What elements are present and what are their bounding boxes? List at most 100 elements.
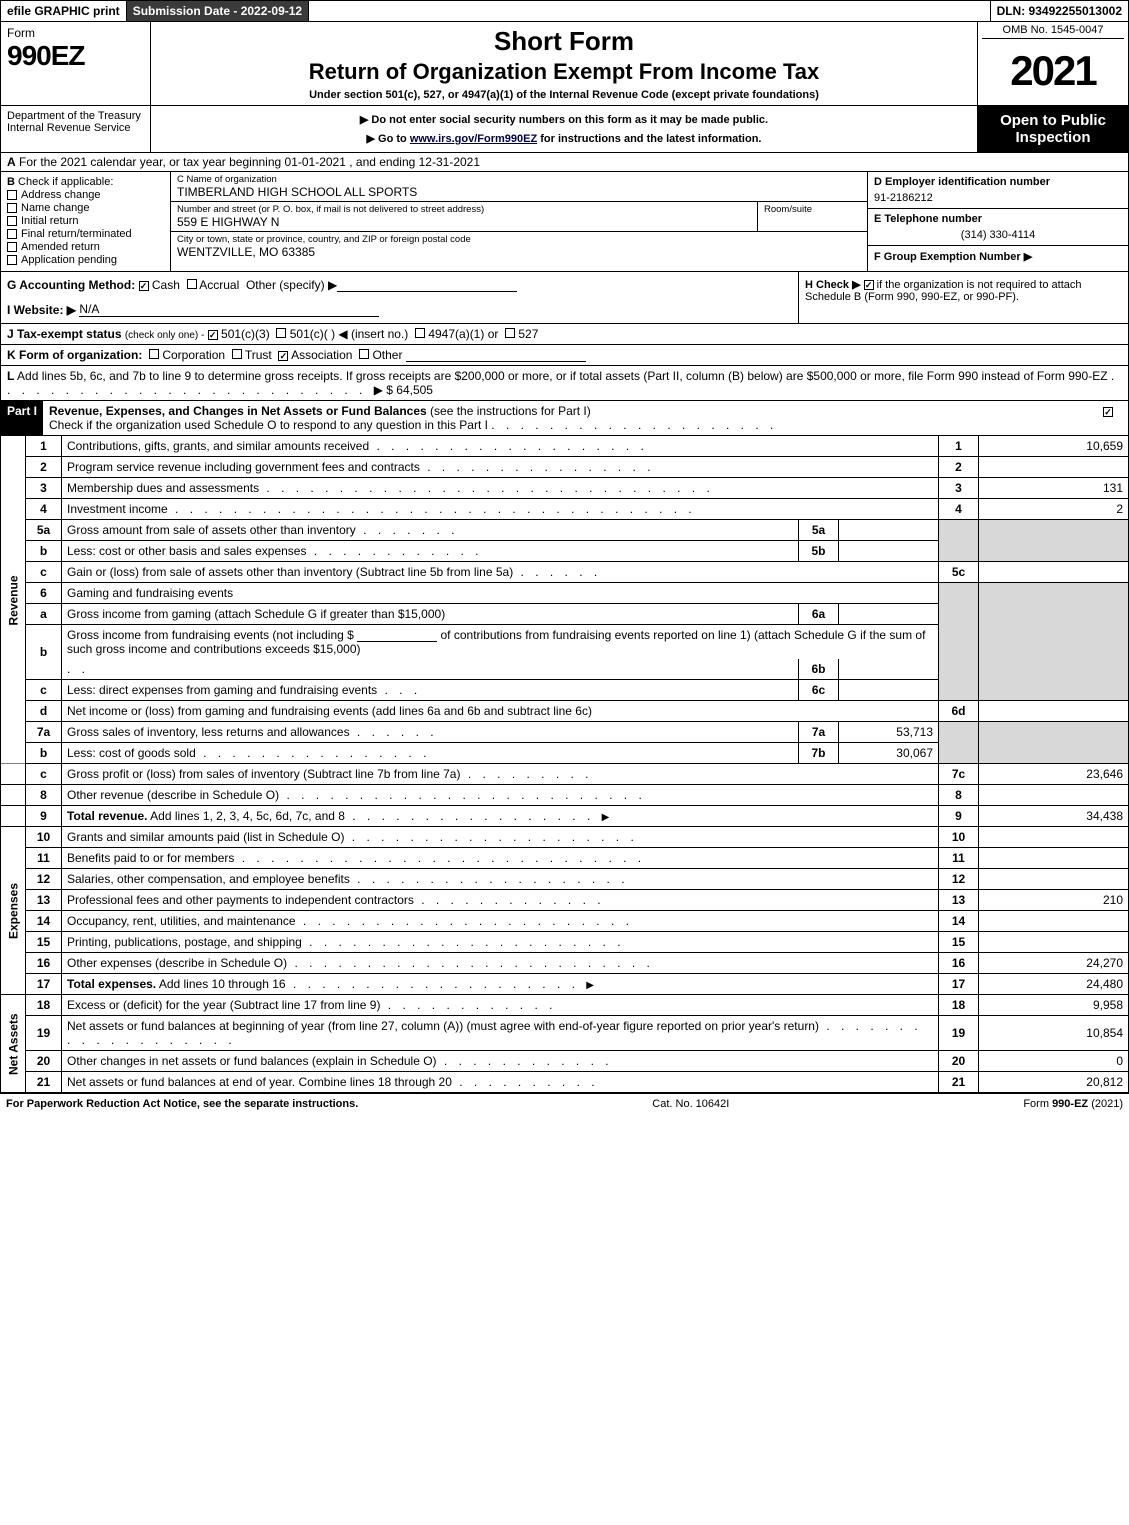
line-amount: 23,646 — [979, 764, 1129, 785]
line-amount — [979, 869, 1129, 890]
line-ref: 6d — [939, 701, 979, 722]
line-desc: Total revenue. Total revenue. Add lines … — [62, 806, 939, 827]
line-no: 2 — [26, 457, 62, 478]
org-name-label: C Name of organization — [177, 174, 861, 185]
line-no: 12 — [26, 869, 62, 890]
checkbox-initial-return[interactable]: Initial return — [7, 215, 164, 227]
website-value: N/A — [79, 302, 379, 317]
dots: . . . . . . . . . . . . . . . . . . . — [350, 872, 629, 886]
warn2-prefix: ▶ Go to — [367, 133, 410, 145]
dots: . . . . . . . . . — [460, 767, 592, 781]
section-g-label: G Accounting Method: — [7, 278, 135, 292]
line-11: 11 Benefits paid to or for members . . .… — [1, 848, 1129, 869]
footer-right-bold: 990-EZ — [1052, 1098, 1088, 1110]
dots: . . . . . . . . . . . . . . . . . . . . … — [279, 788, 646, 802]
checkbox-4947[interactable] — [415, 328, 425, 338]
checkbox-501c3[interactable] — [208, 330, 218, 340]
form-id-cell: Form 990EZ — [1, 22, 151, 105]
line-no: 3 — [26, 478, 62, 499]
part-1-title-bold: Revenue, Expenses, and Changes in Net As… — [49, 404, 427, 418]
checkbox-schedule-o[interactable] — [1103, 407, 1113, 417]
desc-text: Other expenses (describe in Schedule O) — [67, 956, 287, 970]
line-desc: Net income or (loss) from gaming and fun… — [62, 701, 939, 722]
subline-no: 6c — [799, 680, 839, 701]
line-no: b — [26, 625, 62, 680]
line-amount: 24,480 — [979, 974, 1129, 995]
checkbox-application-pending[interactable]: Application pending — [7, 254, 164, 266]
opt-corporation: Corporation — [162, 348, 225, 362]
checkbox-association[interactable] — [278, 351, 288, 361]
desc-text: Salaries, other compensation, and employ… — [67, 872, 350, 886]
other-specify-field[interactable] — [337, 291, 517, 292]
line-ref: 9 — [939, 806, 979, 827]
checkbox-icon — [7, 216, 17, 226]
dots: . . . . . . — [350, 725, 438, 739]
side-label-netassets: Net Assets — [1, 995, 26, 1093]
section-h: H Check ▶ if the organization is not req… — [798, 272, 1128, 323]
checkbox-schedule-b[interactable] — [864, 280, 874, 290]
dots: . . . . . . . . . . . . . . . . . . . . … — [168, 502, 696, 516]
line-ref: 5c — [939, 562, 979, 583]
line-ref: 1 — [939, 436, 979, 457]
footer-right-suffix: (2021) — [1088, 1098, 1123, 1110]
desc-text: Grants and similar amounts paid (list in… — [67, 830, 344, 844]
dots: . . . . . . . . . . . . . . . . . . . . — [491, 418, 777, 432]
part-1-header-row: Part I Revenue, Expenses, and Changes in… — [0, 401, 1129, 436]
dots: . . . . . . . . . . . . . . . . . . . — [369, 439, 648, 453]
line-ref: 2 — [939, 457, 979, 478]
line-amount: 210 — [979, 890, 1129, 911]
contribution-amount-field[interactable] — [357, 641, 437, 642]
ein-label: D Employer identification number — [874, 174, 1122, 190]
line-no: d — [26, 701, 62, 722]
section-j-label: J Tax-exempt status — [7, 327, 122, 341]
line-desc: Less: direct expenses from gaming and fu… — [62, 680, 799, 701]
line-no: 10 — [26, 827, 62, 848]
line-ref: 4 — [939, 499, 979, 520]
checkbox-name-change[interactable]: Name change — [7, 202, 164, 214]
section-b: B Check if applicable: Address change Na… — [1, 172, 171, 271]
checkbox-other-org[interactable] — [359, 349, 369, 359]
submission-date-button[interactable]: Submission Date - 2022-09-12 — [127, 1, 309, 21]
line-no: 17 — [26, 974, 62, 995]
dept-cell: Department of the Treasury Internal Reve… — [1, 106, 151, 152]
section-h-text: H Check ▶ — [805, 279, 864, 291]
checkbox-final-return[interactable]: Final return/terminated — [7, 228, 164, 240]
instructions-cell: ▶ Do not enter social security numbers o… — [151, 106, 978, 152]
checkbox-accrual[interactable] — [187, 279, 197, 289]
desc-text: Printing, publications, postage, and shi… — [67, 935, 302, 949]
desc-text: Less: cost of goods sold — [67, 746, 196, 760]
checkbox-corporation[interactable] — [149, 349, 159, 359]
dots: . . . . . . . . . . . . — [380, 998, 556, 1012]
instructions-link[interactable]: www.irs.gov/Form990EZ — [410, 133, 537, 145]
section-l-amount: $ 64,505 — [386, 383, 433, 397]
checkbox-label: Address change — [21, 189, 101, 201]
desc-text: Less: direct expenses from gaming and fu… — [67, 683, 377, 697]
line-desc: Printing, publications, postage, and shi… — [62, 932, 939, 953]
efile-button[interactable]: efile GRAPHIC print — [1, 1, 127, 21]
line-2: 2 Program service revenue including gove… — [1, 457, 1129, 478]
checkbox-address-change[interactable]: Address change — [7, 189, 164, 201]
line-desc: Professional fees and other payments to … — [62, 890, 939, 911]
under-section: Under section 501(c), 527, or 4947(a)(1)… — [157, 89, 971, 101]
other-org-field[interactable] — [406, 361, 586, 362]
desc-text: Other changes in net assets or fund bala… — [67, 1054, 437, 1068]
line-no: c — [26, 680, 62, 701]
line-amount — [979, 911, 1129, 932]
dots: . . . . . . . . . . . . . . . . . . . . … — [296, 914, 633, 928]
checkbox-cash[interactable] — [139, 281, 149, 291]
line-19: 19 Net assets or fund balances at beginn… — [1, 1016, 1129, 1051]
line-14: 14 Occupancy, rent, utilities, and maint… — [1, 911, 1129, 932]
checkbox-icon — [7, 229, 17, 239]
checkbox-527[interactable] — [505, 328, 515, 338]
checkbox-amended-return[interactable]: Amended return — [7, 241, 164, 253]
checkbox-501c[interactable] — [276, 328, 286, 338]
dots: . . . . . . . . . . . . . . . . . . . . … — [302, 935, 625, 949]
checkbox-trust[interactable] — [232, 349, 242, 359]
grey-cell — [939, 722, 979, 764]
city-label: City or town, state or province, country… — [177, 234, 861, 245]
line-desc: Net assets or fund balances at end of ye… — [62, 1072, 939, 1093]
line-7a: 7a Gross sales of inventory, less return… — [1, 722, 1129, 743]
line-8: 8 Other revenue (describe in Schedule O)… — [1, 785, 1129, 806]
line-no: b — [26, 541, 62, 562]
line-ref: 14 — [939, 911, 979, 932]
